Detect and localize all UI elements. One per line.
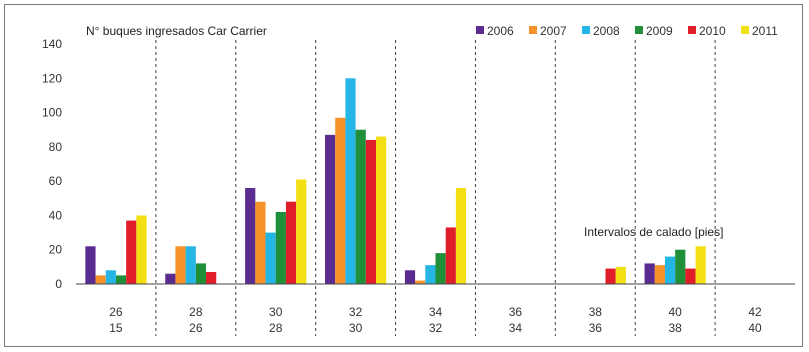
bar-2010 bbox=[206, 272, 217, 284]
x-category-label-bottom: 15 bbox=[109, 321, 123, 335]
legend-swatch-2010 bbox=[688, 26, 696, 34]
x-category-label-top: 32 bbox=[349, 305, 363, 319]
x-category-label-top: 28 bbox=[189, 305, 203, 319]
y-tick-label: 60 bbox=[49, 174, 63, 188]
bar-2007 bbox=[255, 201, 266, 284]
bar-2011 bbox=[695, 246, 706, 284]
chart-frame bbox=[4, 4, 803, 347]
bar-2010 bbox=[126, 220, 137, 284]
chart-annotation: Intervalos de calado [pies] bbox=[584, 225, 723, 239]
y-tick-label: 140 bbox=[42, 37, 62, 51]
x-category-label-bottom: 26 bbox=[189, 321, 203, 335]
legend-label-2008: 2008 bbox=[593, 24, 620, 38]
y-tick-label: 80 bbox=[49, 140, 63, 154]
bar-2006 bbox=[245, 188, 256, 284]
x-category-label-bottom: 30 bbox=[349, 321, 363, 335]
bar-2007 bbox=[415, 280, 426, 284]
bar-2008 bbox=[185, 246, 196, 284]
legend-label-2009: 2009 bbox=[646, 24, 673, 38]
legend-label-2007: 2007 bbox=[540, 24, 567, 38]
chart-title: N° buques ingresados Car Carrier bbox=[86, 24, 267, 38]
x-category-label-bottom: 34 bbox=[509, 321, 523, 335]
legend: 2006 2007 2008 2009 2010 2011 bbox=[476, 24, 778, 38]
x-category-label-bottom: 38 bbox=[668, 321, 682, 335]
legend-swatch-2006 bbox=[476, 26, 484, 34]
x-category-label-top: 40 bbox=[668, 305, 682, 319]
bar-2008 bbox=[664, 256, 676, 284]
x-category-label-bottom: 40 bbox=[748, 321, 762, 335]
y-tick-label: 20 bbox=[49, 243, 63, 257]
bar-2011 bbox=[455, 188, 467, 284]
x-category-label-bottom: 36 bbox=[589, 321, 603, 335]
bar-2010 bbox=[685, 268, 696, 284]
x-category-label-top: 30 bbox=[269, 305, 283, 319]
bars-layer bbox=[85, 78, 706, 285]
bar-2006 bbox=[325, 134, 336, 284]
bar-2009 bbox=[435, 253, 446, 284]
bar-2008 bbox=[425, 265, 436, 284]
x-category-label-top: 34 bbox=[429, 305, 443, 319]
bar-2007 bbox=[95, 275, 106, 284]
bar-2007 bbox=[175, 246, 186, 284]
bar-2011 bbox=[296, 179, 307, 284]
legend-swatch-2009 bbox=[635, 26, 643, 34]
y-tick-label: 0 bbox=[55, 277, 62, 291]
legend-label-2011: 2011 bbox=[752, 24, 778, 38]
bar-2006 bbox=[85, 246, 96, 284]
bar-2006 bbox=[404, 270, 416, 284]
bar-2011 bbox=[615, 266, 626, 284]
x-category-label-bottom: 32 bbox=[429, 321, 443, 335]
bar-2010 bbox=[445, 227, 456, 284]
bar-2010 bbox=[365, 140, 377, 284]
bar-2008 bbox=[345, 78, 356, 285]
bar-2008 bbox=[265, 232, 276, 284]
bar-2008 bbox=[105, 270, 116, 284]
x-category-label-top: 38 bbox=[589, 305, 603, 319]
y-tick-label: 40 bbox=[49, 208, 63, 222]
legend-swatch-2008 bbox=[582, 26, 590, 34]
x-category-label-top: 26 bbox=[109, 305, 123, 319]
legend-label-2010: 2010 bbox=[699, 24, 726, 38]
bar-2011 bbox=[376, 136, 387, 284]
x-category-label-bottom: 28 bbox=[269, 321, 283, 335]
bar-2009 bbox=[275, 212, 286, 284]
bar-2006 bbox=[644, 263, 655, 284]
bar-2009 bbox=[115, 275, 127, 284]
legend-swatch-2007 bbox=[529, 26, 537, 34]
bar-2010 bbox=[285, 201, 297, 284]
bar-2010 bbox=[605, 268, 616, 284]
bar-2006 bbox=[165, 273, 176, 284]
axis-layer: 0 20 40 60 80 100 120 140 26 15 28 26 30 28 32 30 34 32 36… bbox=[42, 37, 795, 335]
bar-2009 bbox=[355, 129, 366, 284]
grid-layer bbox=[155, 40, 716, 336]
x-category-label-top: 42 bbox=[748, 305, 762, 319]
bar-2009 bbox=[195, 263, 207, 284]
legend-swatch-2011 bbox=[741, 26, 749, 34]
x-category-label-top: 36 bbox=[509, 305, 523, 319]
y-tick-label: 100 bbox=[42, 106, 62, 120]
bar-2007 bbox=[335, 117, 346, 284]
y-tick-label: 120 bbox=[42, 71, 62, 85]
bar-2007 bbox=[654, 265, 665, 284]
legend-label-2006: 2006 bbox=[487, 24, 514, 38]
bar-2009 bbox=[675, 249, 686, 284]
bar-2011 bbox=[136, 215, 147, 284]
